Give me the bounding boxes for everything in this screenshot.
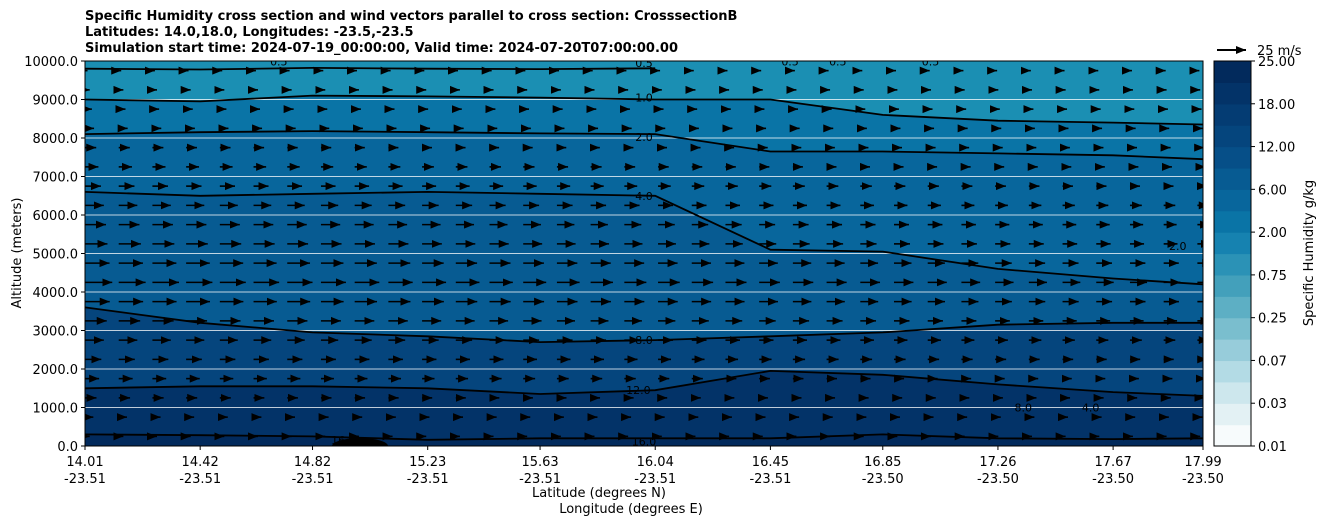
x-tick-label-lon: -23.51 xyxy=(634,472,676,487)
x-tick-label-lat: 15.23 xyxy=(409,455,446,470)
contour-label: 0.5 xyxy=(829,55,847,68)
colorbar-segment xyxy=(1214,424,1251,447)
colorbar-tick-label: 12.00 xyxy=(1258,141,1295,156)
chart-title-line-3: Simulation start time: 2024-07-19_00:00:… xyxy=(85,41,678,56)
colorbar-tick-label: 0.75 xyxy=(1258,269,1287,284)
x-tick-label-lat: 17.67 xyxy=(1095,455,1132,470)
x-tick-label-lat: 17.99 xyxy=(1184,455,1221,470)
colorbar-tick-label: 18.00 xyxy=(1258,98,1295,113)
contour-line-1.0 xyxy=(85,94,1203,126)
colorbar-segment xyxy=(1214,103,1251,126)
colorbar-segment xyxy=(1214,125,1251,148)
contour-label: 0.5 xyxy=(270,55,288,68)
colorbar-segment xyxy=(1214,146,1251,169)
contour-label: 4.0 xyxy=(1082,402,1100,415)
colorbar-segment xyxy=(1214,61,1251,83)
colorbar-segment xyxy=(1214,339,1251,362)
y-tick-label: 2000.0 xyxy=(33,363,79,378)
colorbar-frame xyxy=(1213,60,1252,447)
colorbar-segment xyxy=(1214,210,1251,233)
colorbar-segment xyxy=(1214,296,1251,319)
contour-label: 12.0 xyxy=(626,384,651,397)
colorbar: 0.01 0.03 0.07 0.25 0.75 2.00 6.00 12.00 18.00 25… xyxy=(1214,55,1295,455)
x-axis: 14.01 -23.51 14.42 -23.51 14.82 -23.51 15.23 -2… xyxy=(64,446,1224,487)
x-tick-label-lon: -23.50 xyxy=(977,472,1019,487)
colorbar-tick-label: 0.01 xyxy=(1258,440,1287,455)
contour-label: 1.0 xyxy=(635,92,653,105)
chart-title-line-2: Latitudes: 14.0,18.0, Longitudes: -23.5,… xyxy=(85,25,414,40)
x-axis-label-longitude: Longitude (degrees E) xyxy=(559,502,703,517)
contour-label: 16.0 xyxy=(632,435,657,448)
x-tick-label-lat: 17.26 xyxy=(979,455,1016,470)
x-axis-label-latitude: Latitude (degrees N) xyxy=(532,486,666,501)
colorbar-segment xyxy=(1214,360,1251,383)
colorbar-tick-label: 0.25 xyxy=(1258,312,1287,327)
contour-label: 2.0 xyxy=(635,131,653,144)
y-axis: 0.0 1000.0 2000.0 3000.0 4000.0 5000.0 6000.0 7… xyxy=(24,55,85,455)
contour-label: 0.5 xyxy=(635,57,653,70)
colorbar-segment xyxy=(1214,274,1251,297)
y-tick-label: 7000.0 xyxy=(33,171,79,186)
x-tick-label-lat: 16.85 xyxy=(864,455,901,470)
x-tick-label-lat: 14.82 xyxy=(294,455,331,470)
x-tick-label-lon: -23.50 xyxy=(1092,472,1134,487)
colorbar-tick-label: 25.00 xyxy=(1258,55,1295,70)
horizontal-gridlines xyxy=(85,99,1203,408)
y-tick-label: 4000.0 xyxy=(33,286,79,301)
x-tick-label-lat: 15.63 xyxy=(521,455,558,470)
colorbar-segment xyxy=(1214,403,1251,426)
colorbar-tick-label: 0.07 xyxy=(1258,354,1287,369)
y-tick-label: 8000.0 xyxy=(33,132,79,147)
x-tick-label-lon: -23.51 xyxy=(64,472,106,487)
contour-line-12.0 xyxy=(85,369,1203,397)
contour-line-2.0 xyxy=(85,130,1203,161)
y-tick-label: 3000.0 xyxy=(33,325,79,340)
y-tick-label: 6000.0 xyxy=(33,209,79,224)
colorbar-label: Specific Humidity g/kg xyxy=(1302,180,1317,326)
terrain-blob xyxy=(332,438,388,446)
wind-reference-label: 25 m/s xyxy=(1257,44,1302,59)
contour-label: 0.5 xyxy=(781,55,799,68)
y-tick-label: 9000.0 xyxy=(33,94,79,109)
x-tick-label-lon: -23.51 xyxy=(292,472,334,487)
colorbar-tick-label: 2.00 xyxy=(1258,226,1287,241)
y-tick-label: 10000.0 xyxy=(24,55,78,70)
x-tick-label-lon: -23.51 xyxy=(519,472,561,487)
y-axis-label: Altitude (meters) xyxy=(10,198,25,309)
x-tick-label-lon: -23.51 xyxy=(749,472,791,487)
colorbar-segment xyxy=(1214,381,1251,404)
contour-line-4.0 xyxy=(85,190,1203,286)
colorbar-segment xyxy=(1214,189,1251,212)
contour-labels: 0.5 1.0 2.0 4.0 8.0 12.0 16.0 16.0 0.5 0.5 0.5 0.5 2… xyxy=(270,55,1187,448)
x-tick-label-lon: -23.51 xyxy=(407,472,449,487)
contour-label: 16.0 xyxy=(331,434,356,447)
colorbar-segment xyxy=(1214,317,1251,340)
x-tick-label-lon: -23.50 xyxy=(862,472,904,487)
x-tick-label-lon: -23.50 xyxy=(1182,472,1224,487)
x-tick-label-lat: 16.04 xyxy=(637,455,674,470)
colorbar-segment xyxy=(1214,232,1251,255)
contour-label: 4.0 xyxy=(635,190,653,203)
y-tick-label: 0.0 xyxy=(57,440,78,455)
colorbar-tick-label: 6.00 xyxy=(1258,183,1287,198)
colorbar-segment xyxy=(1214,167,1251,190)
x-tick-label-lat: 14.42 xyxy=(182,455,219,470)
contour-label: 0.5 xyxy=(922,55,940,68)
plot-area: 0.5 1.0 2.0 4.0 8.0 12.0 16.0 16.0 0.5 0.5 0.5 0.5 2… xyxy=(85,55,1203,448)
humidity-band-12.0 xyxy=(85,370,1203,446)
x-tick-label-lon: -23.51 xyxy=(179,472,221,487)
wind-vectors xyxy=(85,66,1203,441)
colorbar-segment xyxy=(1214,253,1251,276)
y-tick-label: 1000.0 xyxy=(33,402,79,417)
contour-label: 8.0 xyxy=(1014,402,1032,415)
y-tick-label: 5000.0 xyxy=(33,248,79,263)
contour-label: 2.0 xyxy=(1169,240,1187,253)
chart-title-line-1: Specific Humidity cross section and wind… xyxy=(85,9,738,24)
x-tick-label-lat: 14.01 xyxy=(66,455,103,470)
contour-label: 8.0 xyxy=(635,334,653,347)
x-tick-label-lat: 16.45 xyxy=(752,455,789,470)
colorbar-tick-label: 0.03 xyxy=(1258,397,1287,412)
colorbar-segment xyxy=(1214,82,1251,105)
